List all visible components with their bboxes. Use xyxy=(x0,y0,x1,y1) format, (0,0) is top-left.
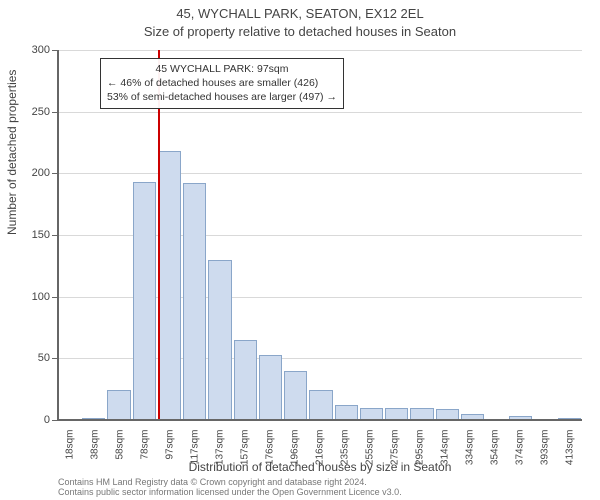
y-tick-mark xyxy=(52,297,58,298)
annotation-line1: 45 WYCHALL PARK: 97sqm xyxy=(107,62,337,76)
page-title: 45, WYCHALL PARK, SEATON, EX12 2EL xyxy=(0,6,600,21)
y-tick-mark xyxy=(52,173,58,174)
y-tick-label: 0 xyxy=(44,414,50,426)
x-tick-label: 58sqm xyxy=(115,430,126,460)
y-tick-label: 300 xyxy=(32,44,50,56)
footer-attribution: Contains HM Land Registry data © Crown c… xyxy=(58,478,402,498)
bar xyxy=(259,355,282,420)
footer-line2: Contains public sector information licen… xyxy=(58,488,402,498)
annotation-line2: ← 46% of detached houses are smaller (42… xyxy=(107,76,337,90)
y-tick-mark xyxy=(52,358,58,359)
bar xyxy=(309,390,332,420)
bar xyxy=(335,405,358,420)
y-tick-label: 200 xyxy=(32,167,50,179)
page-subtitle: Size of property relative to detached ho… xyxy=(0,24,600,39)
y-tick-mark xyxy=(52,50,58,51)
annotation-line3: 53% of semi-detached houses are larger (… xyxy=(107,90,337,104)
x-axis-title: Distribution of detached houses by size … xyxy=(58,460,582,474)
y-tick-mark xyxy=(52,112,58,113)
x-tick-label: 78sqm xyxy=(140,430,151,460)
x-tick-label: 38sqm xyxy=(90,430,101,460)
x-tick-label: 18sqm xyxy=(65,430,76,460)
y-axis-title: Number of detached properties xyxy=(5,70,19,235)
bar xyxy=(234,340,257,420)
bar xyxy=(284,371,307,420)
y-tick-label: 250 xyxy=(32,106,50,118)
y-tick-mark xyxy=(52,235,58,236)
bar xyxy=(133,182,156,420)
bar xyxy=(208,260,231,420)
annotation-box: 45 WYCHALL PARK: 97sqm ← 46% of detached… xyxy=(100,58,344,109)
y-tick-label: 150 xyxy=(32,229,50,241)
x-ticks: 18sqm38sqm58sqm78sqm97sqm117sqm137sqm157… xyxy=(58,420,582,460)
bar xyxy=(107,390,130,420)
y-tick-label: 50 xyxy=(38,352,50,364)
y-tick-label: 100 xyxy=(32,291,50,303)
bar xyxy=(183,183,206,420)
bar xyxy=(158,151,181,420)
x-tick-label: 97sqm xyxy=(165,430,176,460)
